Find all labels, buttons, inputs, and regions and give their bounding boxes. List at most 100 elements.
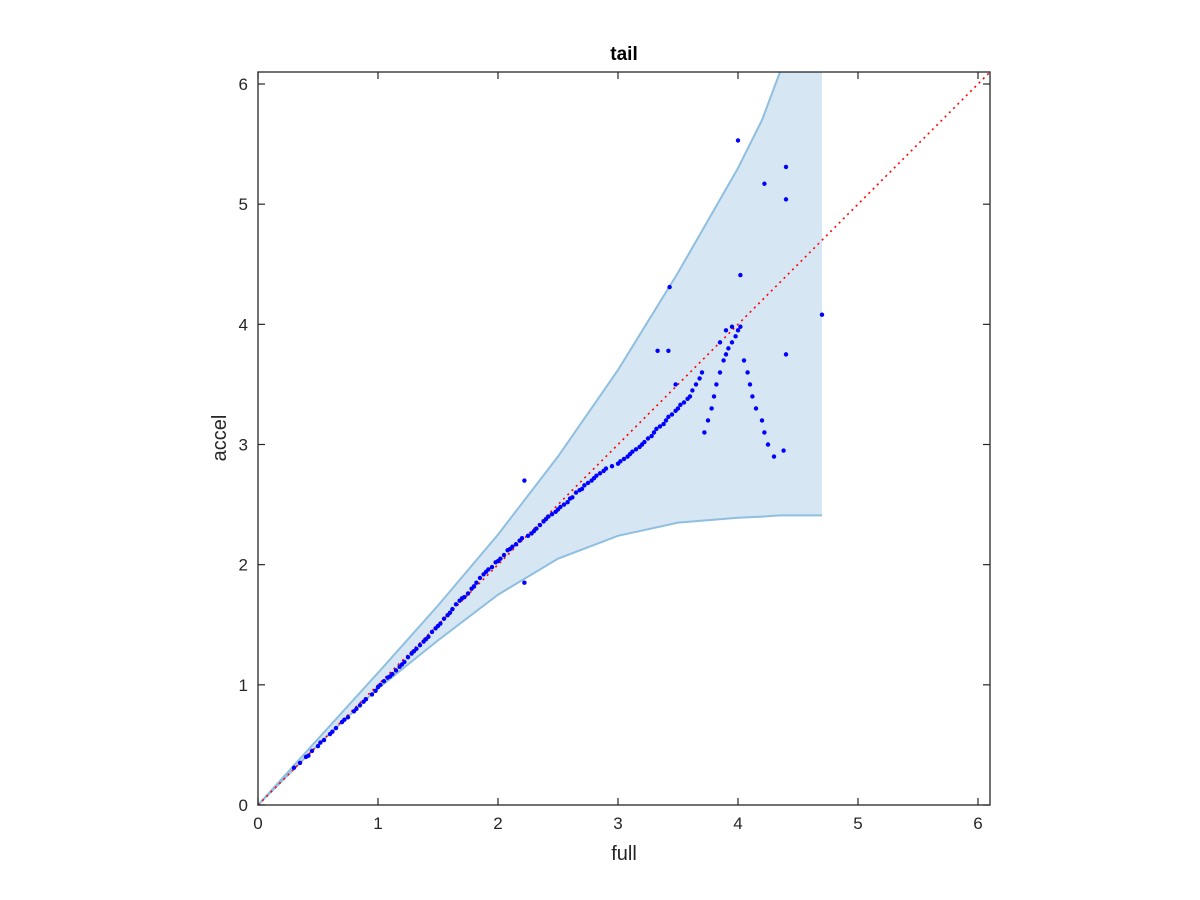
data-point: [675, 406, 681, 411]
data-point: [546, 514, 551, 519]
data-point: [429, 629, 435, 635]
data-point: [678, 402, 683, 408]
y-tick-label: 5: [239, 195, 248, 214]
data-point: [645, 436, 651, 441]
data-point: [585, 480, 591, 486]
data-point: [630, 449, 635, 454]
data-point: [417, 642, 423, 648]
data-point: [405, 654, 411, 660]
data-point: [649, 433, 654, 439]
data-point: [687, 394, 693, 399]
data-point: [381, 679, 387, 684]
data-point: [723, 328, 729, 333]
band-upper-edge: [257, 71, 781, 806]
data-point: [594, 473, 599, 478]
data-point: [342, 717, 347, 722]
data-point: [402, 659, 407, 665]
data-point: [321, 737, 327, 743]
y-tick-label: 6: [239, 75, 248, 94]
y-axis-label: accel: [209, 415, 231, 462]
data-point: [447, 610, 453, 615]
data-point: [513, 542, 519, 547]
x-axis-label: full: [611, 843, 637, 865]
data-point: [750, 394, 755, 399]
data-point: [582, 483, 587, 488]
data-point: [522, 580, 527, 585]
x-tick-label: 2: [493, 814, 502, 833]
data-point: [738, 272, 743, 278]
data-point: [558, 504, 563, 510]
data-point: [438, 621, 443, 626]
axes-box: [257, 71, 991, 806]
data-point: [498, 556, 503, 561]
data-point: [441, 616, 447, 621]
reference-line: [257, 71, 991, 806]
x-tick-label: 0: [253, 814, 262, 833]
data-point: [699, 370, 705, 375]
x-axis-ticks: 0 1 2 3 4 5 6: [253, 72, 983, 833]
data-point: [705, 418, 711, 423]
data-point: [357, 703, 363, 708]
data-point: [426, 634, 431, 639]
data-point: [330, 729, 335, 734]
data-point: [522, 478, 527, 483]
data-point: [765, 442, 771, 447]
x-tick-label: 3: [613, 814, 622, 833]
data-point: [318, 740, 323, 745]
data-point: [297, 760, 303, 766]
data-point: [738, 324, 743, 329]
data-point: [697, 376, 702, 381]
data-point: [663, 418, 669, 423]
data-point: [390, 671, 395, 677]
data-point: [783, 352, 789, 357]
data-point: [519, 536, 525, 541]
data-point: [735, 138, 741, 143]
x-tick-label: 4: [733, 814, 742, 833]
data-point: [609, 463, 615, 469]
y-axis-ticks: 0 1 2 3 4 5 6: [239, 75, 990, 815]
data-point: [771, 454, 777, 459]
chart-title: tail: [610, 44, 637, 65]
data-point: [618, 459, 623, 464]
data-point: [378, 682, 383, 688]
data-point: [735, 328, 741, 333]
data-point: [333, 725, 339, 731]
data-point: [642, 439, 647, 445]
data-point: [603, 466, 609, 471]
data-point: [762, 181, 767, 186]
data-point: [667, 284, 672, 290]
data-point: [655, 348, 660, 353]
data-point: [315, 743, 321, 749]
data-point: [450, 606, 455, 612]
data-point: [723, 352, 729, 357]
data-point: [345, 715, 351, 720]
data-point: [363, 697, 369, 702]
band-lower-edge: [257, 514, 822, 806]
data-point: [762, 430, 767, 435]
data-point: [729, 324, 735, 329]
data-point: [726, 346, 731, 351]
data-point: [633, 447, 639, 452]
data-point: [501, 552, 507, 558]
data-point: [709, 406, 714, 411]
data-point: [661, 421, 666, 427]
data-point: [489, 564, 495, 570]
data-point: [783, 164, 789, 170]
data-point: [597, 471, 603, 476]
data-point: [474, 580, 479, 585]
data-point: [673, 382, 678, 387]
data-point: [717, 370, 723, 375]
data-point: [306, 753, 311, 758]
data-point: [534, 526, 539, 531]
data-point: [414, 646, 419, 651]
data-point: [525, 533, 531, 539]
data-point: [537, 522, 543, 528]
data-point: [657, 424, 663, 429]
data-point: [783, 197, 789, 202]
y-tick-label: 4: [239, 315, 248, 334]
y-tick-label: 0: [239, 796, 248, 815]
data-point: [453, 602, 459, 607]
data-point: [753, 406, 759, 411]
data-point: [477, 575, 483, 581]
